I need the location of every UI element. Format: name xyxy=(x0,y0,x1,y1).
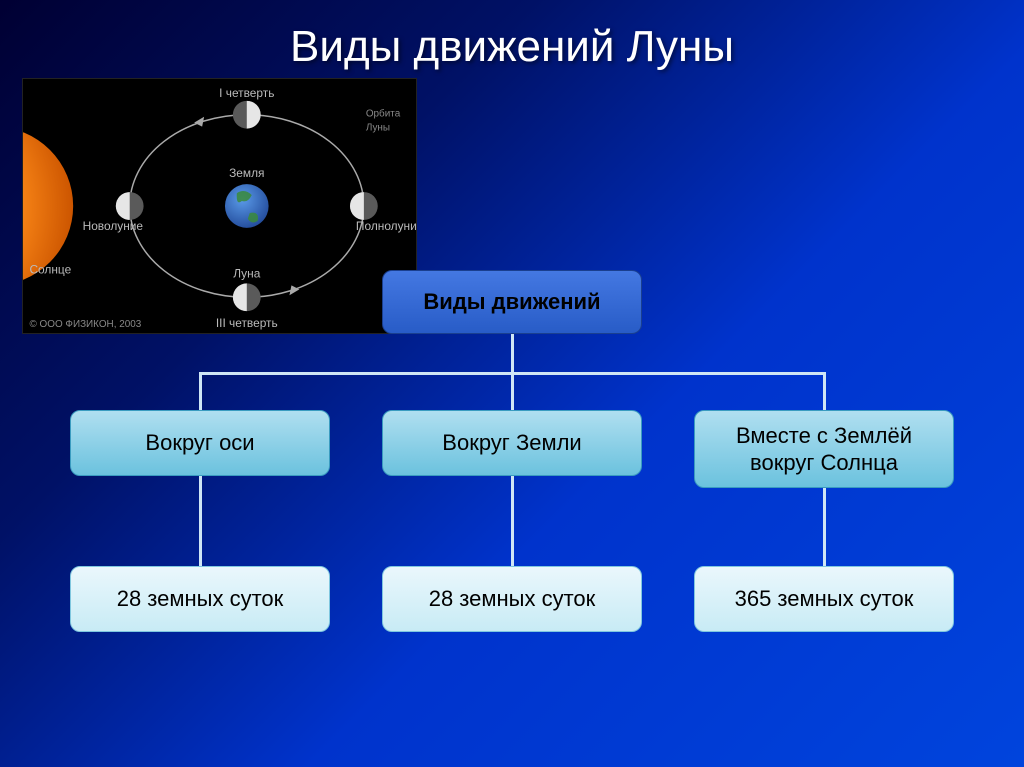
hierarchy-root: Виды движений xyxy=(382,270,642,334)
connector-c0-bot-v xyxy=(199,476,202,566)
moon-new xyxy=(116,192,144,220)
orbit-svg: Солнце Орбита Луны Земля I четверть Полн… xyxy=(23,79,416,333)
hierarchy-mid-0: Вокруг оси xyxy=(70,410,330,476)
hierarchy-mid-1: Вокруг Земли xyxy=(382,410,642,476)
moon-q1 xyxy=(233,101,261,129)
phase-new-label: Новолуние xyxy=(83,219,144,233)
hierarchy-leaf-0-label: 28 земных суток xyxy=(117,585,284,613)
earth-icon xyxy=(225,184,269,228)
connector-c1-top-v xyxy=(511,372,514,410)
connector-c2-bot-v xyxy=(823,488,826,566)
orbit-arrow-bottom xyxy=(289,285,299,295)
hierarchy-leaf-0: 28 земных суток xyxy=(70,566,330,632)
hierarchy-leaf-2: 365 земных суток xyxy=(694,566,954,632)
hierarchy-mid-2: Вместе с Землёй вокруг Солнца xyxy=(694,410,954,488)
slide-title: Виды движений Луны xyxy=(0,0,1024,72)
phase-full-label: Полнолуние xyxy=(356,219,416,233)
hierarchy-leaf-2-label: 365 земных суток xyxy=(735,585,914,613)
connector-root-v xyxy=(511,334,514,372)
orbit-diagram: Солнце Орбита Луны Земля I четверть Полн… xyxy=(22,78,417,334)
moon-q3 xyxy=(233,283,261,311)
hierarchy-leaf-1-label: 28 земных суток xyxy=(429,585,596,613)
hierarchy-container: Виды движений Вокруг оси Вокруг Земли Вм… xyxy=(70,342,954,742)
connector-c1-bot-v xyxy=(511,476,514,566)
orbit-label-line1: Орбита xyxy=(366,109,401,120)
hierarchy-mid-0-label: Вокруг оси xyxy=(145,429,254,457)
phase-q1-label: I четверть xyxy=(219,86,274,100)
moon-full xyxy=(350,192,378,220)
connector-c0-top-v xyxy=(199,372,202,410)
orbit-label-line2: Луны xyxy=(366,123,390,134)
phase-q3-label: III четверть xyxy=(216,316,278,330)
copyright-text: © ООО ФИЗИКОН, 2003 xyxy=(29,319,141,330)
earth-label: Земля xyxy=(229,166,264,180)
moon-label: Луна xyxy=(233,266,260,280)
sun-label: Солнце xyxy=(29,262,71,276)
connector-c2-top-v xyxy=(823,372,826,410)
hierarchy-mid-1-label: Вокруг Земли xyxy=(442,429,581,457)
hierarchy-root-label: Виды движений xyxy=(423,289,600,315)
orbit-arrow-top xyxy=(194,117,204,127)
hierarchy-leaf-1: 28 земных суток xyxy=(382,566,642,632)
hierarchy-mid-2-label: Вместе с Землёй вокруг Солнца xyxy=(705,422,943,477)
